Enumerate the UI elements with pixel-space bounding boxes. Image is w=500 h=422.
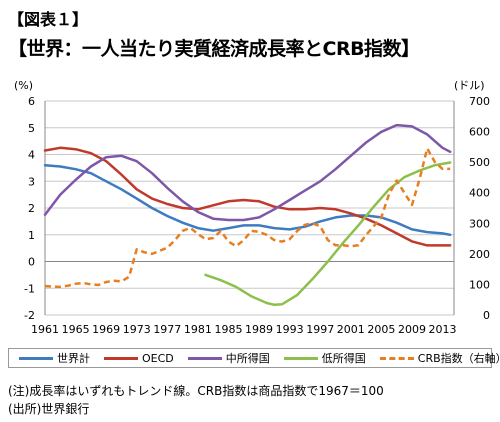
series-line-2: [43, 123, 452, 222]
y-right-tick-label: 600: [469, 126, 490, 139]
legend-label: CRB指数（右軸）: [417, 352, 500, 365]
legend-label: OECD: [142, 351, 174, 365]
x-tick-label: 1961: [31, 323, 59, 336]
series-line-3: [204, 161, 452, 307]
y-right-tick-label: 200: [469, 248, 490, 261]
y-right-tick-label: 700: [469, 95, 490, 108]
source-note: (出所)世界銀行: [8, 402, 90, 416]
legend-item: CRB指数（右軸）: [379, 350, 500, 366]
legend-item: 世界計: [19, 350, 90, 366]
series-line-1: [43, 146, 452, 247]
y-right-tick-label: 0: [483, 309, 490, 322]
legend-label: 中所得国: [225, 352, 270, 365]
x-tick-label: 1973: [123, 323, 151, 336]
x-tick-label: 1993: [276, 323, 304, 336]
x-tick-label: 1969: [92, 323, 120, 336]
y-right-unit: (ドル): [454, 79, 485, 92]
legend-item: 中所得国: [187, 350, 270, 366]
legend-item: OECD: [104, 352, 174, 365]
x-tick-label: 1977: [153, 323, 181, 336]
x-tick-label: 1997: [306, 323, 334, 336]
chart-title: 【世界：一人当たり実質経済成長率とCRB指数】: [8, 38, 420, 60]
y-left-tick-label: -2: [24, 309, 35, 322]
legend-swatch: [283, 356, 318, 360]
x-tick-label: 2001: [337, 323, 365, 336]
x-tick-label: 1981: [184, 323, 212, 336]
x-tick-label: 1965: [62, 323, 90, 336]
series-line-4: [44, 147, 451, 289]
legend-label: 低所得国: [321, 352, 366, 365]
footnote: (注)成長率はいずれもトレンド線。CRB指数は商品指数で1967＝100: [8, 384, 384, 398]
chart-legend: 世界計 OECD 中所得国 低所得国 CRB指数（右軸）: [8, 348, 500, 368]
x-tick-label: 1985: [214, 323, 242, 336]
y-left-tick-label: 6: [28, 95, 35, 108]
legend-item: 低所得国: [283, 350, 366, 366]
x-tick-label: 1989: [245, 323, 273, 336]
legend-swatch: [104, 356, 138, 360]
y-right-tick-label: 100: [469, 278, 490, 291]
y-left-tick-label: 0: [28, 256, 35, 269]
x-tick-label: 2009: [398, 323, 426, 336]
y-left-tick-label: 4: [28, 149, 35, 162]
y-left-unit: (%): [14, 79, 33, 92]
y-right-tick-label: 400: [469, 187, 490, 200]
y-left-tick-label: 2: [28, 202, 35, 215]
x-tick-label: 2005: [367, 323, 395, 336]
legend-swatch: [19, 356, 53, 360]
y-left-tick-label: 1: [28, 229, 35, 242]
y-left-tick-label: 3: [28, 175, 35, 188]
x-tick-label: 2013: [429, 323, 457, 336]
y-left-tick-label: 5: [28, 122, 35, 135]
y-left-tick-label: -1: [24, 282, 35, 295]
y-right-tick-label: 500: [469, 156, 490, 169]
legend-swatch: [187, 356, 222, 360]
legend-swatch: [379, 356, 414, 360]
y-right-tick-label: 300: [469, 217, 490, 230]
legend-label: 世界計: [57, 352, 90, 365]
figure-tag: 【図表１】: [8, 10, 89, 29]
series-line-0: [43, 163, 452, 237]
